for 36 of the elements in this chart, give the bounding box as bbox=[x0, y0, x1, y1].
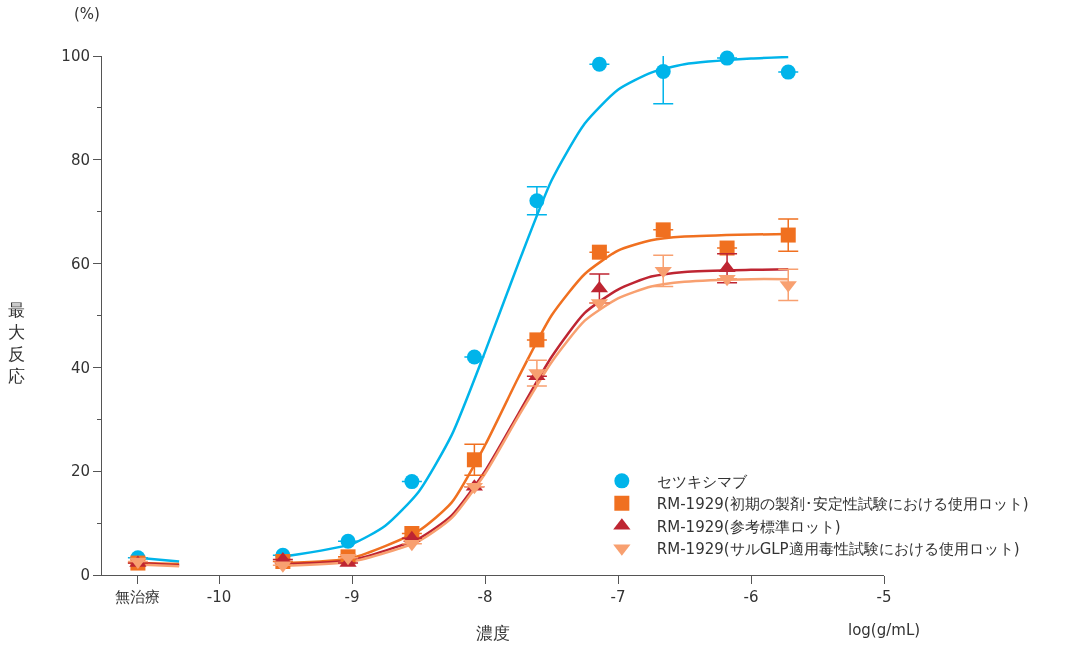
x-tick-label: 無治療 bbox=[115, 588, 161, 606]
legend-label: RM-1929(サルGLP適用毒性試験における使用ロット) bbox=[656, 540, 1020, 559]
text: (%) bbox=[74, 5, 100, 23]
y-tick-label: 60 bbox=[70, 254, 90, 273]
point bbox=[529, 332, 545, 348]
y-tick-label: 0 bbox=[80, 566, 90, 585]
x-tick-label: -5 bbox=[876, 588, 892, 606]
point bbox=[719, 50, 735, 66]
point bbox=[529, 193, 545, 209]
point bbox=[655, 64, 671, 80]
x-tick-label: -8 bbox=[477, 588, 493, 606]
legend-label: セツキシマブ bbox=[656, 472, 748, 491]
x-tick-label: -7 bbox=[610, 588, 626, 606]
point bbox=[718, 274, 736, 287]
x-axis-title: 濃度 bbox=[476, 623, 510, 644]
point bbox=[780, 227, 796, 243]
point bbox=[466, 452, 482, 468]
point bbox=[655, 222, 671, 238]
point bbox=[404, 474, 420, 490]
point bbox=[591, 244, 607, 260]
legend-label: RM-1929(初期の製剤･安定性試験における使用ロット) bbox=[656, 495, 1029, 514]
y-tick-label: 40 bbox=[70, 358, 90, 377]
legend-label: RM-1929(参考標準ロット) bbox=[656, 517, 841, 536]
point bbox=[591, 56, 607, 72]
point bbox=[780, 64, 796, 80]
x-tick-label: -10 bbox=[206, 588, 232, 606]
point bbox=[719, 240, 735, 256]
point bbox=[466, 349, 482, 365]
point bbox=[340, 533, 356, 549]
y-tick-label: 20 bbox=[70, 462, 90, 481]
y-axis-title: 最大反応 bbox=[7, 299, 25, 386]
y-tick-label: 100 bbox=[61, 47, 90, 66]
x-tick-label: -6 bbox=[743, 588, 759, 606]
text: log(g/mL) bbox=[848, 621, 921, 639]
x-tick-label: -9 bbox=[344, 588, 360, 606]
y-tick-label: 80 bbox=[70, 151, 90, 170]
